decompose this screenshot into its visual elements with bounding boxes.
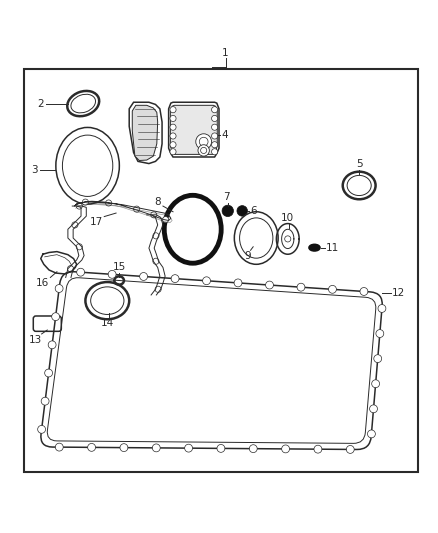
Polygon shape [170,106,217,155]
Circle shape [152,444,160,452]
Text: 16: 16 [36,278,49,288]
Circle shape [285,236,291,242]
Circle shape [328,285,336,293]
Text: 3: 3 [32,165,38,175]
Circle shape [52,313,60,321]
Circle shape [378,304,386,312]
Circle shape [77,268,85,276]
Text: 9: 9 [244,251,251,261]
Circle shape [170,133,176,139]
Text: 11: 11 [326,243,339,253]
Circle shape [370,405,378,413]
Circle shape [170,107,176,113]
Circle shape [67,265,74,272]
Circle shape [265,281,273,289]
Circle shape [212,142,218,148]
Circle shape [106,200,112,206]
Text: 8: 8 [155,197,161,207]
Circle shape [55,285,63,293]
Circle shape [134,206,140,212]
Circle shape [237,206,247,216]
Circle shape [76,203,82,209]
Circle shape [185,444,193,452]
Circle shape [82,199,88,205]
Circle shape [372,380,380,387]
Circle shape [155,286,161,292]
Circle shape [45,369,53,377]
Text: 17: 17 [90,216,103,227]
Circle shape [162,216,169,223]
Text: 4: 4 [221,130,228,140]
Circle shape [170,115,176,122]
Circle shape [153,233,159,239]
Text: 7: 7 [223,192,230,201]
Circle shape [170,124,176,130]
Text: 1: 1 [222,47,229,58]
Circle shape [170,149,176,155]
Circle shape [314,445,322,453]
Circle shape [140,272,148,280]
Circle shape [201,147,207,154]
Circle shape [88,443,95,451]
Circle shape [212,115,218,122]
Text: 5: 5 [356,159,363,169]
Circle shape [234,279,242,287]
Circle shape [151,212,157,218]
Circle shape [212,124,218,130]
Circle shape [346,446,354,454]
Circle shape [199,138,208,146]
Circle shape [374,354,381,362]
Circle shape [249,445,257,453]
Text: 15: 15 [113,262,126,272]
Circle shape [196,134,212,150]
Circle shape [38,425,46,433]
Circle shape [170,142,176,148]
Circle shape [171,274,179,282]
Circle shape [376,329,384,337]
Circle shape [212,149,218,155]
Text: 13: 13 [29,335,42,345]
Circle shape [212,133,218,139]
Circle shape [41,397,49,405]
Circle shape [212,107,218,113]
Circle shape [297,283,305,291]
Circle shape [76,244,82,250]
Circle shape [48,341,56,349]
Text: 12: 12 [392,288,405,298]
Circle shape [72,222,78,228]
Circle shape [367,430,375,438]
Circle shape [108,270,116,278]
Circle shape [360,287,368,295]
Circle shape [153,258,159,264]
Circle shape [55,443,63,451]
Text: 14: 14 [101,318,114,328]
Circle shape [203,277,211,285]
Circle shape [282,445,290,453]
Polygon shape [132,106,158,160]
Circle shape [120,443,128,451]
Text: 10: 10 [280,213,293,223]
Circle shape [222,205,233,216]
Text: 2: 2 [37,99,44,109]
Ellipse shape [309,245,320,251]
Text: 6: 6 [251,206,257,216]
Circle shape [217,445,225,453]
Circle shape [198,145,209,156]
